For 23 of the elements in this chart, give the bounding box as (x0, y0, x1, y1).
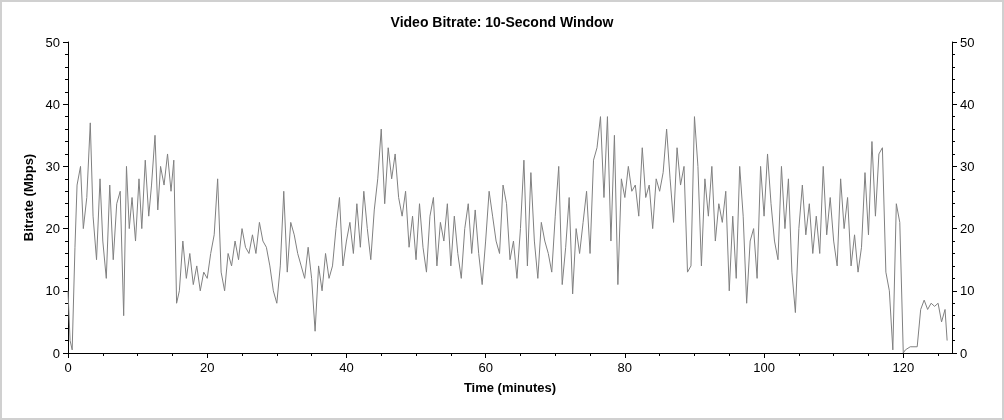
x-tick-label: 120 (892, 360, 915, 375)
x-axis-title: Time (minutes) (463, 380, 557, 395)
x-tick-label: 20 (199, 360, 215, 375)
y2-tick-label: 40 (960, 96, 975, 112)
y2-tick-label: 0 (960, 345, 968, 361)
y2-tick-label: 10 (960, 283, 975, 299)
x-tick-label: 80 (617, 360, 633, 375)
x-tick-label: 100 (753, 360, 775, 375)
line-series (67, 116, 948, 354)
y2-tick-label: 20 (960, 221, 975, 237)
y-tick-label: 20 (45, 221, 60, 237)
x-tick-label: 60 (478, 360, 493, 375)
y-tick-label: 30 (45, 158, 60, 174)
x-tick-label: 40 (339, 360, 354, 375)
y-tick-label: 10 (45, 283, 60, 299)
x-tick-label: 0 (64, 360, 72, 375)
y-tick-label: 0 (52, 345, 60, 361)
y2-tick-label: 30 (960, 158, 975, 174)
y-axis-title: Bitrate (Mbps) (20, 153, 36, 242)
chart-title: Video Bitrate: 10-Second Window (390, 14, 614, 30)
y2-tick-label: 50 (960, 34, 975, 50)
y-tick-label: 40 (45, 96, 60, 112)
y-tick-label: 50 (45, 34, 60, 50)
